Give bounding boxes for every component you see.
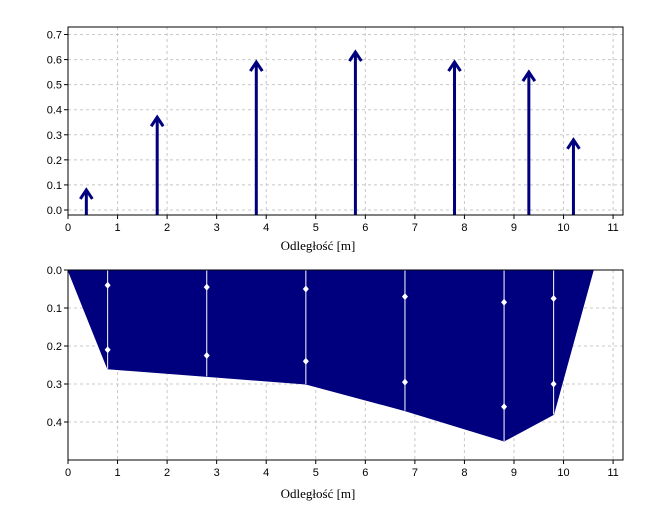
top-x-tick-label: 10 bbox=[557, 222, 569, 234]
measurement-point bbox=[203, 352, 210, 359]
top-stems bbox=[79, 49, 581, 215]
measurement-point bbox=[550, 295, 557, 302]
bottom-x-tick-label: 1 bbox=[114, 467, 120, 479]
velocity-arrowhead bbox=[447, 59, 462, 72]
velocity-arrowhead bbox=[79, 187, 94, 200]
bottom-y-tick-label: 0.1 bbox=[47, 303, 62, 315]
top-y-tick-label: 0.4 bbox=[47, 105, 62, 117]
top-x-ticks: 0 1 2 3 4 5 6 7 8 9 10 11 bbox=[65, 215, 619, 234]
top-plot-border bbox=[67, 26, 624, 216]
measurement-point bbox=[401, 293, 408, 301]
bottom-x-tick-label: 2 bbox=[164, 467, 170, 479]
top-x-tick-label: 3 bbox=[214, 222, 220, 234]
top-y-tick-label: 0.2 bbox=[47, 155, 62, 167]
top-x-tick-label: 4 bbox=[263, 222, 269, 234]
top-x-tick-label: 7 bbox=[412, 222, 418, 234]
top-y-tick-label: 0.1 bbox=[47, 180, 62, 192]
bottom-x-tick-label: 0 bbox=[65, 467, 71, 479]
measurement-point bbox=[550, 380, 557, 388]
top-x-tick-label: 5 bbox=[313, 222, 319, 234]
top-x-tick-label: 2 bbox=[164, 222, 170, 234]
top-x-axis-label: Odległość [m] bbox=[281, 238, 356, 253]
bottom-plot-border bbox=[67, 269, 624, 461]
velocity-arrowhead bbox=[521, 69, 537, 82]
top-y-tick-label: 0.0 bbox=[47, 205, 62, 217]
top-x-tick-label: 8 bbox=[461, 222, 467, 234]
velocity-arrowhead bbox=[566, 137, 581, 150]
bottom-profile bbox=[67, 269, 594, 442]
bottom-x-tick-label: 10 bbox=[557, 467, 569, 479]
top-y-tick-label: 0.6 bbox=[47, 55, 62, 67]
bottom-x-tick-label: 5 bbox=[313, 467, 319, 479]
bottom-x-tick-label: 7 bbox=[412, 467, 418, 479]
bottom-x-tick-label: 3 bbox=[214, 467, 220, 479]
bottom-y-tick-label: 0.4 bbox=[47, 417, 62, 429]
top-x-tick-label: 11 bbox=[607, 222, 618, 234]
top-y-tick-label: 0.3 bbox=[47, 130, 62, 142]
top-y-ticks: 0.0 0.1 0.2 0.3 0.4 0.5 0.6 0.7 bbox=[47, 30, 68, 217]
bottom-x-tick-label: 11 bbox=[607, 467, 618, 479]
bottom-x-axis-label: Odległość [m] bbox=[281, 486, 356, 501]
bottom-x-tick-label: 9 bbox=[511, 467, 517, 479]
top-x-tick-label: 9 bbox=[511, 222, 517, 234]
measurement-point bbox=[104, 346, 111, 354]
top-grid bbox=[68, 27, 623, 215]
top-x-tick-label: 1 bbox=[114, 222, 120, 234]
cross-section-chart: 0 1 2 3 4 5 6 7 8 9 10 11 0.0 0.1 0.2 0.3 0.4 Odległość… bbox=[47, 265, 624, 501]
velocity-arrowhead bbox=[249, 59, 264, 72]
top-y-tick-label: 0.7 bbox=[47, 30, 62, 42]
measurement-point bbox=[104, 281, 111, 289]
bottom-y-ticks: 0.0 0.1 0.2 0.3 0.4 bbox=[47, 265, 68, 429]
bottom-y-tick-label: 0.3 bbox=[47, 379, 62, 391]
bottom-x-tick-label: 8 bbox=[461, 467, 467, 479]
bottom-x-tick-label: 6 bbox=[362, 467, 368, 479]
measurement-point bbox=[203, 283, 210, 291]
velocity-arrowhead bbox=[348, 49, 363, 62]
velocity-arrowhead bbox=[149, 114, 165, 128]
velocity-stem-chart: 0 1 2 3 4 5 6 7 8 9 10 11 0.00.10.20.30.40.50.60.7 … bbox=[47, 26, 624, 253]
top-y-tick-label: 0.5 bbox=[47, 80, 62, 92]
bottom-x-tick-label: 4 bbox=[263, 467, 269, 479]
measurement-point bbox=[401, 378, 408, 386]
measurement-point bbox=[501, 403, 508, 411]
top-plot-frame bbox=[68, 27, 623, 215]
top-x-tick-label: 0 bbox=[65, 222, 71, 234]
bottom-x-ticks: 0 1 2 3 4 5 6 7 8 9 10 11 bbox=[65, 460, 619, 479]
bottom-y-tick-label: 0.0 bbox=[47, 265, 62, 277]
bottom-y-tick-label: 0.2 bbox=[47, 341, 62, 353]
measurement-point bbox=[302, 285, 309, 293]
top-x-tick-label: 6 bbox=[362, 222, 368, 234]
measurement-point bbox=[302, 357, 309, 365]
measurement-point bbox=[501, 298, 508, 306]
